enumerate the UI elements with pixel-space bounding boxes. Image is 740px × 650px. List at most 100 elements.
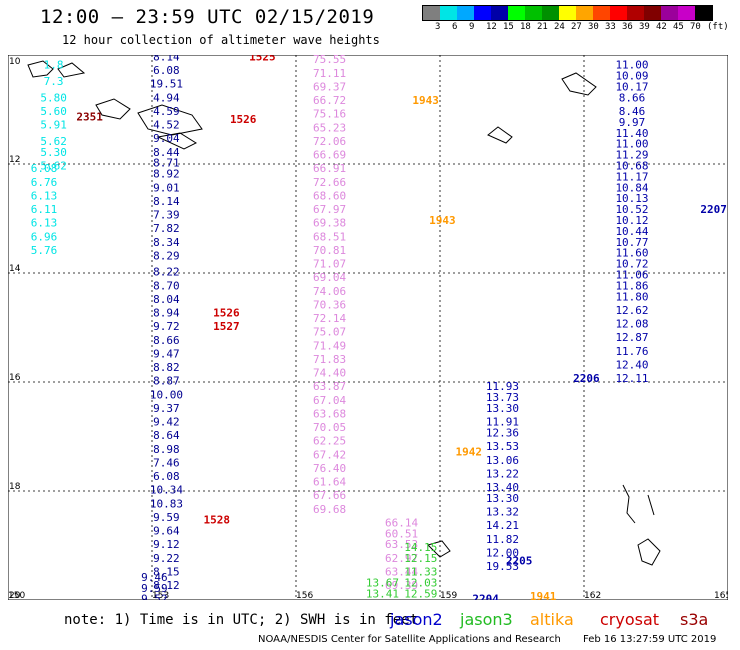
swh-value: 66.91: [313, 162, 346, 175]
time-marker: 1525: [249, 55, 276, 63]
colorbar-swatch: [678, 6, 695, 20]
x-tick-label: 150: [8, 591, 25, 600]
time-marker: 1526: [213, 307, 240, 320]
time-marker: 1942: [456, 446, 483, 459]
x-tick-label: 162: [584, 591, 601, 600]
y-tick-label: 18: [9, 482, 21, 492]
swh-value: 8.12: [153, 579, 180, 592]
swh-value: 10.77: [615, 236, 648, 249]
swh-value: 6.08: [153, 470, 180, 483]
swh-value: 10.34: [150, 484, 183, 497]
swh-value: 61.64: [313, 476, 346, 489]
swh-value: 11.82: [486, 533, 519, 546]
swh-value: 8.22: [153, 266, 180, 279]
swh-value: 10.00: [150, 388, 183, 401]
swh-value: 71.11: [313, 67, 346, 80]
colorbar-swatch: [474, 6, 491, 20]
swh-value: 11.00: [615, 59, 648, 72]
swh-value: 6.11: [31, 203, 58, 216]
colorbar-swatch: [491, 6, 508, 20]
time-marker: 1528: [204, 514, 231, 527]
swh-value: 10.13: [615, 192, 648, 205]
swh-value: 9.37: [153, 402, 180, 415]
swh-value: 7.82: [153, 222, 180, 235]
swh-value: 8.34: [153, 236, 180, 249]
swh-value: 9.04: [153, 132, 180, 145]
swh-value: 6.08: [31, 162, 58, 175]
swh-value: 69.04: [313, 271, 346, 284]
swh-value: 76.40: [313, 462, 346, 475]
swh-value: 12.08: [615, 318, 648, 331]
colorbar-swatch: [508, 6, 525, 20]
swh-value: 67.42: [313, 448, 346, 461]
swh-value: 5.62: [40, 135, 67, 148]
island-outline: [27, 60, 54, 78]
swh-value: 8.70: [153, 279, 180, 292]
x-tick-label: 156: [296, 591, 313, 600]
swh-value: 11.40: [615, 127, 648, 140]
swh-value: 63.53: [385, 538, 418, 551]
swh-value: 11.76: [615, 345, 648, 358]
swh-value: 8.98: [153, 443, 180, 456]
swh-value: 72.14: [313, 312, 346, 325]
swh-value: 66.14: [385, 516, 418, 529]
swh-value: 8.15: [153, 565, 180, 578]
time-marker: 2351: [76, 110, 103, 123]
swh-value: 9.59: [153, 511, 180, 524]
colorbar-label: 45: [673, 22, 684, 32]
time-marker: 2205: [506, 555, 533, 568]
swh-value: 10.09: [615, 70, 648, 83]
swh-value: 9.52: [141, 593, 168, 600]
colorbar-label: 33: [605, 22, 616, 32]
swh-value: 11.93: [486, 380, 519, 393]
swh-value: 74.06: [313, 285, 346, 298]
swh-value: 8.14: [153, 195, 180, 208]
colorbar-swatch: [627, 6, 644, 20]
swh-value: 13.41: [366, 587, 399, 600]
swh-value: 11.06: [615, 268, 648, 281]
colorbar-swatch: [610, 6, 627, 20]
swh-value: 12.59: [404, 587, 437, 600]
swh-value: 60.51: [385, 527, 418, 540]
swh-value: 5.62: [40, 159, 67, 172]
colorbar-swatch: [695, 6, 712, 20]
swh-value: 10.17: [615, 80, 648, 93]
colorbar-swatch: [542, 6, 559, 20]
time-marker: 1943: [412, 94, 439, 107]
swh-value: 11.17: [615, 170, 648, 183]
time-marker: 2207: [700, 203, 727, 216]
swh-value: 12.00: [486, 546, 519, 559]
swh-value: 9.22: [153, 552, 180, 565]
swh-value: 10.44: [615, 225, 648, 238]
swh-value: 4.52: [153, 119, 180, 132]
swh-value: 71.07: [313, 258, 346, 271]
swh-value: 63.68: [313, 407, 346, 420]
swh-value: 11.00: [615, 138, 648, 151]
swh-value: 1.8: [44, 59, 64, 72]
legend-item: cryosat: [600, 610, 660, 629]
swh-value: 9.42: [153, 416, 180, 429]
swh-value: 66.69: [313, 149, 346, 162]
swh-value: 1.91: [40, 55, 67, 58]
x-tick-label: 159: [440, 591, 457, 600]
swh-value: 9.72: [153, 320, 180, 333]
swh-value: 9.59: [141, 582, 168, 595]
swh-value: 8.82: [153, 361, 180, 374]
colorbar-label: 18: [520, 22, 531, 32]
swh-value: 8.94: [153, 307, 180, 320]
swh-value: 8.64: [153, 429, 180, 442]
timestamp-text: Feb 16 13:27:59 UTC 2019: [583, 634, 717, 645]
colorbar-label: 3: [435, 22, 441, 32]
x-tick-label: 153: [152, 591, 169, 600]
swh-value: 67.04: [313, 394, 346, 407]
colorbar-swatch: [525, 6, 542, 20]
swh-value: 13.32: [486, 506, 519, 519]
swh-value: 63.44: [385, 565, 418, 578]
swh-value: 69.68: [313, 503, 346, 516]
swh-value: 8.92: [153, 168, 180, 181]
swh-value: 11.91: [486, 416, 519, 429]
colorbar-label: (ft): [707, 22, 729, 32]
swh-value: 9.64: [153, 525, 180, 538]
swh-value: 70.05: [313, 421, 346, 434]
y-tick-label: 12: [9, 155, 20, 165]
